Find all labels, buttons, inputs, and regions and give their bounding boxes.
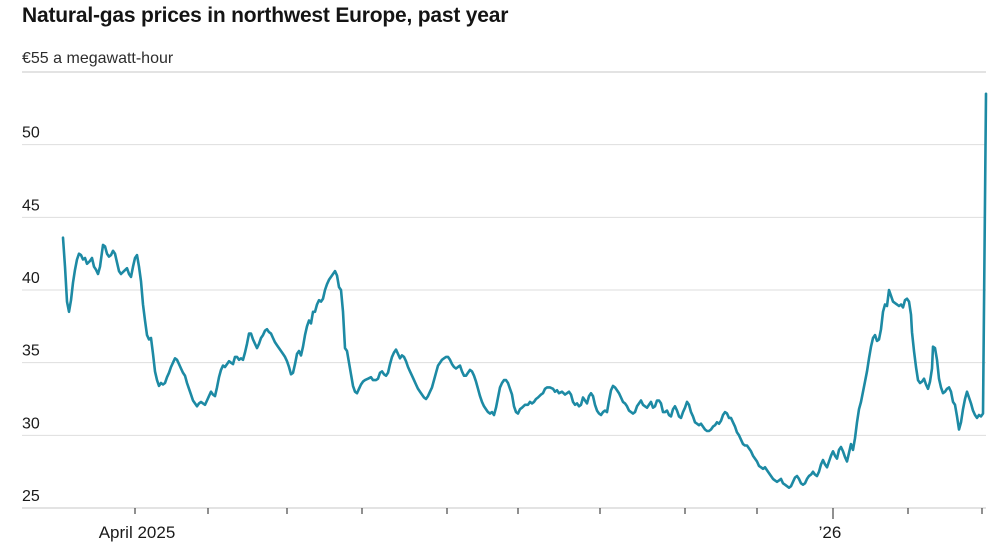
y-axis-label-25: 25 (22, 488, 40, 505)
y-axis-label-50: 50 (22, 125, 40, 142)
y-axis-label-35: 35 (22, 343, 40, 360)
chart-unit-label: €55 a megawatt-hour (22, 50, 174, 67)
x-axis-label: April 2025 (99, 523, 176, 542)
chart-title: Natural-gas prices in northwest Europe, … (22, 4, 509, 27)
y-axis-label-30: 30 (22, 415, 40, 432)
y-axis-label-40: 40 (22, 270, 40, 287)
y-axis-label-45: 45 (22, 197, 40, 214)
price-line (61, 92, 988, 490)
x-axis-label: ’26 (819, 523, 842, 542)
